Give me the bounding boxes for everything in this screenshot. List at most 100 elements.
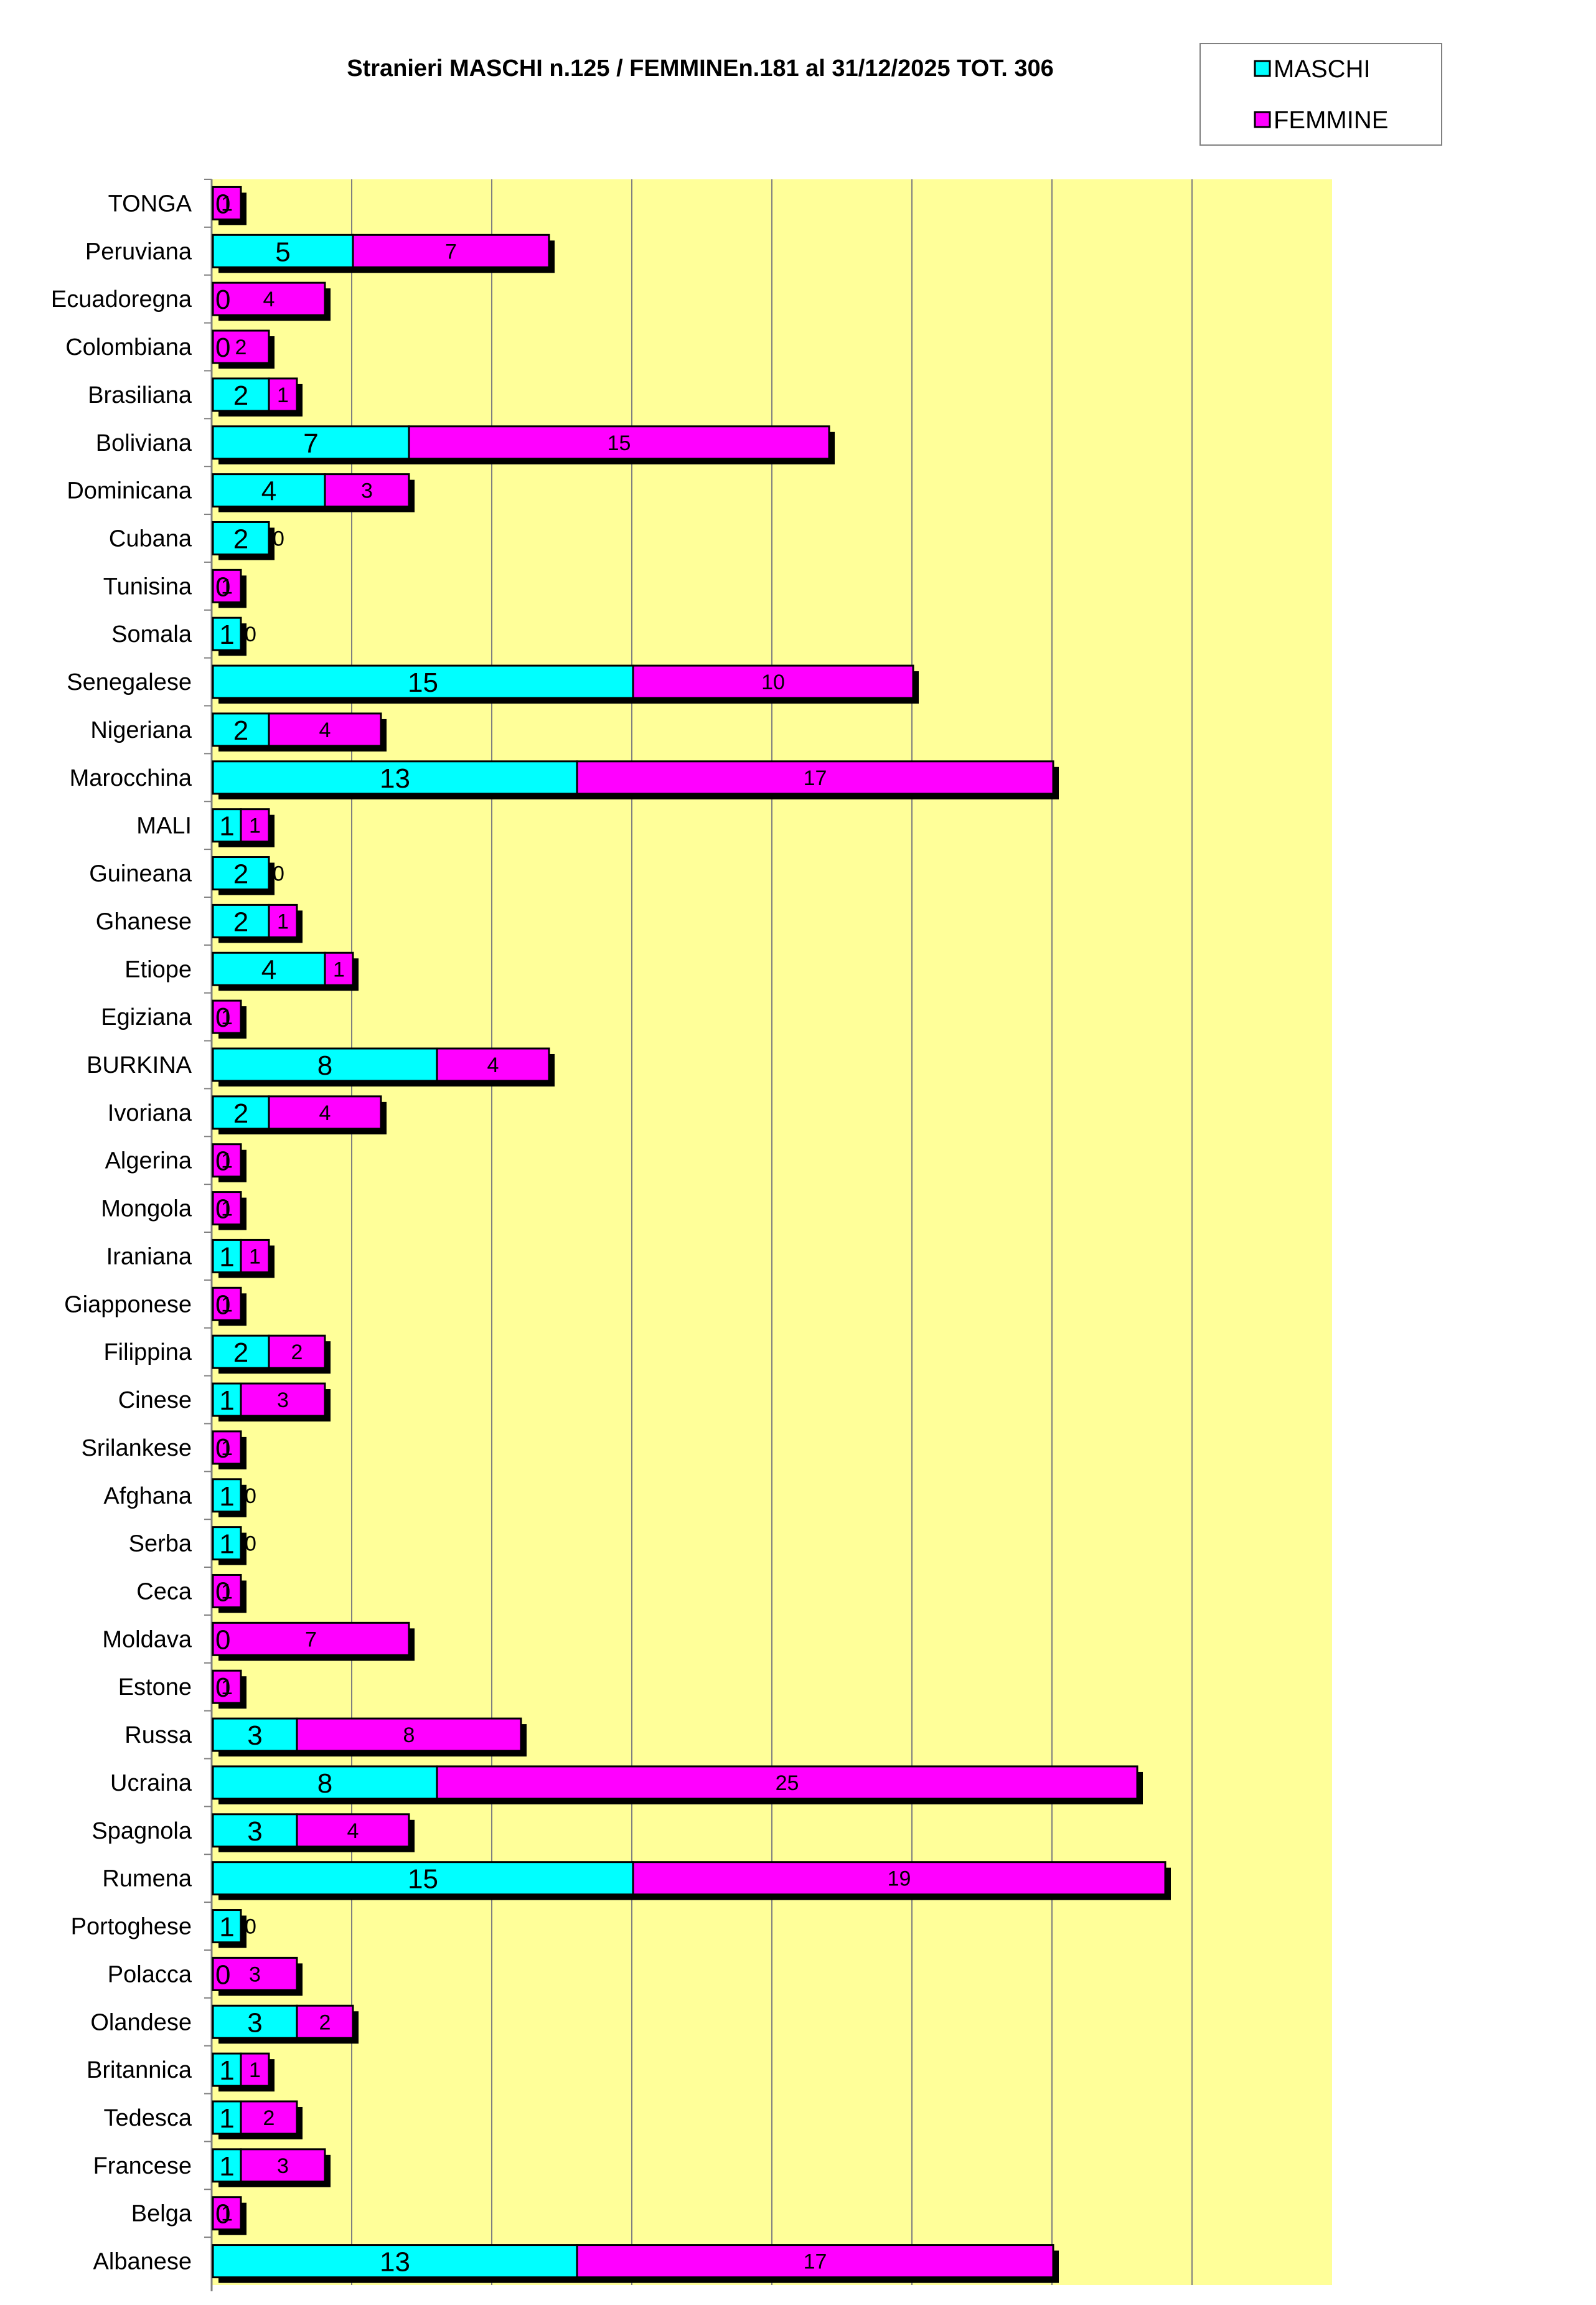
category-label: TONGA (108, 191, 192, 217)
category-label: Estone (118, 1674, 192, 1700)
bar-femmine (240, 2052, 270, 2087)
category-label: Francese (93, 2153, 192, 2179)
data-label-femmine: 1 (249, 814, 261, 838)
category-label: Giapponese (64, 1291, 192, 1317)
data-label-femmine: 0 (245, 1484, 256, 1508)
data-label-maschi: 0 (215, 2199, 230, 2230)
data-label-maschi: 1 (219, 2151, 234, 2182)
data-label-maschi: 2 (233, 907, 248, 937)
bar-femmine (632, 664, 914, 699)
data-label-maschi: 0 (215, 1194, 230, 1225)
data-label-maschi: 2 (233, 524, 248, 554)
data-label-femmine: 1 (221, 1436, 233, 1460)
category-label: Polacca (108, 1961, 192, 1987)
category-label: Afghana (103, 1483, 192, 1509)
bar-femmine (240, 1382, 326, 1417)
data-label-femmine: 15 (608, 431, 631, 455)
bar-femmine (212, 1430, 242, 1465)
data-label-maschi: 1 (219, 1912, 234, 1943)
bar-maschi (212, 1813, 298, 1848)
data-label-maschi: 2 (233, 1337, 248, 1368)
category-label: Tedesca (103, 2105, 192, 2131)
category-label: Cubana (109, 526, 192, 552)
category-label: Tunisina (103, 573, 192, 600)
category-label: Srilankese (82, 1435, 192, 1461)
bar-maschi (212, 1909, 242, 1944)
data-label-maschi: 1 (219, 2103, 234, 2134)
data-label-femmine: 10 (761, 671, 785, 694)
bar-femmine (212, 568, 242, 603)
bar-maschi (212, 233, 354, 268)
bar-maschi (212, 664, 634, 699)
data-label-femmine: 1 (221, 192, 233, 215)
bar-femmine (212, 329, 270, 364)
category-label: Spagnola (92, 1818, 192, 1844)
data-label-maschi: 0 (215, 332, 230, 363)
bar-femmine (268, 1334, 326, 1369)
data-label-maschi: 1 (219, 620, 234, 650)
category-label: Moldava (102, 1626, 192, 1652)
bar-femmine (212, 1669, 242, 1704)
category-label: Somala (111, 621, 192, 648)
data-label-femmine: 1 (221, 2202, 233, 2226)
legend-label-maschi: MASCHI (1274, 55, 1371, 83)
data-label-femmine: 1 (221, 1197, 233, 1221)
category-label: Olandese (90, 2009, 192, 2035)
data-label-maschi: 8 (317, 1050, 332, 1081)
bar-femmine (436, 1047, 550, 1082)
data-label-femmine: 1 (277, 910, 289, 933)
data-label-femmine: 4 (347, 1819, 359, 1843)
data-label-maschi: 15 (408, 667, 438, 698)
data-label-femmine: 1 (333, 958, 345, 981)
bar-femmine (212, 1286, 242, 1321)
category-label: Serba (129, 1531, 192, 1557)
category-label: Rumena (102, 1866, 192, 1892)
bar-femmine (268, 903, 298, 938)
data-label-maschi: 0 (215, 189, 230, 219)
bar-femmine (268, 377, 298, 412)
legend-swatch-femmine (1254, 111, 1271, 128)
data-label-femmine: 17 (804, 2250, 827, 2274)
legend-swatch-maschi (1254, 60, 1271, 77)
data-label-maschi: 0 (215, 1146, 230, 1177)
data-label-maschi: 0 (215, 285, 230, 315)
bar-femmine (324, 951, 354, 986)
bar-maschi (212, 616, 242, 651)
bar-maschi (212, 951, 326, 986)
data-label-femmine: 1 (277, 384, 289, 407)
bar-maschi (212, 425, 410, 460)
bar-maschi (212, 2004, 298, 2039)
bar-femmine (212, 999, 242, 1034)
data-label-femmine: 4 (319, 719, 331, 742)
bar-femmine (268, 712, 382, 747)
bar-femmine (296, 1717, 522, 1752)
chart-title: Stranieri MASCHI n.125 / FEMMINEn.181 al… (347, 55, 1054, 82)
category-label: Brasiliana (88, 382, 192, 408)
category-label: Nigeriana (90, 717, 192, 743)
data-label-femmine: 0 (273, 527, 284, 550)
data-label-maschi: 7 (303, 428, 318, 459)
data-label-maschi: 0 (215, 1002, 230, 1033)
category-label: MALI (136, 813, 192, 839)
bar-femmine (212, 186, 242, 220)
bar-femmine (296, 1813, 410, 1848)
data-label-maschi: 13 (380, 2247, 410, 2278)
category-label: Filippina (103, 1339, 192, 1365)
data-label-femmine: 1 (221, 1676, 233, 1699)
data-label-femmine: 25 (776, 1771, 799, 1795)
category-label: Ghanese (96, 908, 192, 935)
data-label-maschi: 2 (233, 1098, 248, 1129)
data-label-femmine: 4 (487, 1054, 499, 1077)
data-label-maschi: 2 (233, 380, 248, 411)
data-label-maschi: 0 (215, 1959, 230, 1990)
bar-maschi (212, 377, 270, 412)
category-label: Guineana (89, 861, 192, 887)
legend-label-femmine: FEMMINE (1274, 106, 1388, 134)
legend-box (1199, 43, 1442, 146)
data-label-femmine: 7 (305, 1628, 317, 1651)
bar-femmine (632, 1861, 1166, 1896)
data-label-maschi: 1 (219, 1481, 234, 1512)
category-label: Ceca (136, 1578, 192, 1605)
bar-femmine (212, 1191, 242, 1226)
